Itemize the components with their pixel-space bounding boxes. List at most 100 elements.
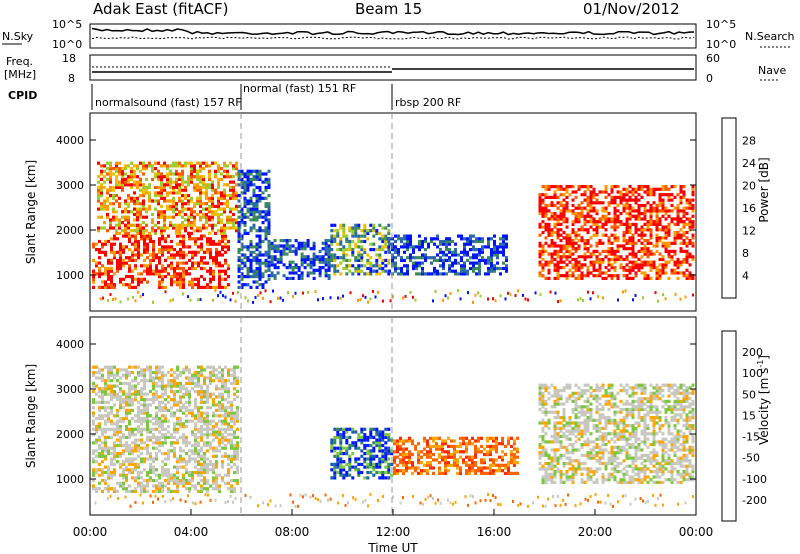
heatmap-cell xyxy=(104,430,107,434)
heatmap-cell xyxy=(185,392,188,396)
heatmap-cell xyxy=(236,416,239,421)
heatmap-cell xyxy=(187,207,190,211)
heatmap-cell xyxy=(457,253,460,257)
heatmap-cell xyxy=(154,207,157,211)
heatmap-cell xyxy=(191,419,194,423)
heatmap-cell xyxy=(175,177,178,181)
heatmap-cell xyxy=(193,215,196,219)
heatmap-cell xyxy=(100,169,103,173)
heatmap-cell xyxy=(110,392,113,396)
heatmap-cell xyxy=(200,389,203,394)
heatmap-cell xyxy=(652,206,656,210)
heatmap-cell xyxy=(134,248,137,252)
heatmap-cell xyxy=(115,231,118,235)
heatmap-cell xyxy=(173,479,176,483)
heatmap-cell xyxy=(224,389,227,394)
heatmap-cell xyxy=(396,471,399,475)
heatmap-cell xyxy=(490,269,493,273)
heatmap-cell xyxy=(345,237,349,241)
heatmap-cell xyxy=(348,468,352,472)
heatmap-cell xyxy=(243,231,247,235)
heatmap-cell xyxy=(628,247,632,251)
heatmap-cell xyxy=(243,256,247,260)
heatmap-cell xyxy=(391,248,394,252)
heatmap-cell xyxy=(131,433,134,437)
heatmap-cell xyxy=(622,195,626,199)
heatmap-cell xyxy=(399,436,402,440)
heatmap-cell xyxy=(601,271,605,275)
heatmap-cell xyxy=(131,427,134,431)
heatmap-cell xyxy=(417,455,420,459)
heatmap-cell xyxy=(134,446,137,450)
heatmap-cell xyxy=(481,237,484,241)
heatmap-cell xyxy=(215,454,218,458)
heatmap-cell xyxy=(109,161,112,165)
heatmap-cell xyxy=(363,435,367,439)
heatmap-cell xyxy=(221,368,224,372)
heatmap-cell xyxy=(157,212,160,217)
heatmap-cell xyxy=(592,266,596,270)
heatmap-cell xyxy=(113,395,116,399)
heatmap-cell xyxy=(502,239,505,244)
heatmap-cell xyxy=(597,295,599,299)
heatmap-cell xyxy=(98,389,101,394)
heatmap-cell xyxy=(571,203,575,208)
heatmap-cell xyxy=(152,371,155,375)
heatmap-cell xyxy=(360,245,364,249)
heatmap-cell xyxy=(676,206,680,210)
heatmap-cell xyxy=(167,473,170,477)
heatmap-cell xyxy=(196,183,199,187)
heatmap-cell xyxy=(212,258,215,262)
heatmap-cell xyxy=(140,446,143,450)
heatmap-cell xyxy=(616,257,620,262)
heatmap-cell xyxy=(206,250,209,254)
heatmap-cell xyxy=(194,373,197,377)
heatmap-cell xyxy=(179,283,182,287)
heatmap-cell xyxy=(133,218,136,222)
heatmap-cell xyxy=(363,250,367,254)
heatmap-cell xyxy=(212,411,215,415)
heatmap-cell xyxy=(243,275,247,279)
heatmap-cell xyxy=(131,384,134,388)
heatmap-cell xyxy=(158,250,161,254)
heatmap-cell xyxy=(143,237,146,241)
heatmap-cell xyxy=(652,209,656,213)
heatmap-cell xyxy=(161,414,164,418)
heatmap-cell xyxy=(200,237,203,241)
heatmap-cell xyxy=(209,433,212,437)
heatmap-cell xyxy=(164,258,167,262)
heatmap-cell xyxy=(632,298,634,302)
heatmap-cell xyxy=(565,190,569,194)
heatmap-cell xyxy=(140,403,143,407)
heatmap-cell xyxy=(243,223,247,227)
heatmap-cell xyxy=(209,285,212,289)
heatmap-cell xyxy=(212,272,215,276)
heatmap-cell xyxy=(203,476,206,480)
heatmap-cell xyxy=(424,237,427,241)
heatmap-cell xyxy=(166,199,169,203)
heatmap-cell xyxy=(264,226,268,230)
heatmap-cell xyxy=(472,248,475,252)
heatmap-cell xyxy=(658,257,662,262)
heatmap-cell xyxy=(221,253,224,257)
heatmap-cell xyxy=(220,221,223,225)
heatmap-cell xyxy=(206,487,209,491)
heatmap-cell xyxy=(595,230,599,235)
heatmap-cell xyxy=(167,408,170,412)
heatmap-cell xyxy=(604,255,608,259)
heatmap-cell xyxy=(136,196,139,200)
heatmap-cell xyxy=(487,242,490,246)
heatmap-cell xyxy=(445,253,448,257)
heatmap-cell xyxy=(333,470,337,475)
heatmap-cell xyxy=(221,454,224,458)
heatmap-cell xyxy=(673,252,677,256)
heatmap-cell xyxy=(191,411,194,415)
heatmap-cell xyxy=(571,239,575,243)
heatmap-cell xyxy=(267,223,271,227)
heatmap-cell xyxy=(691,187,695,191)
heatmap-cell xyxy=(598,263,602,267)
heatmap-cell xyxy=(188,280,191,284)
heatmap-cell xyxy=(403,242,406,246)
heatmap-cell xyxy=(502,237,505,241)
